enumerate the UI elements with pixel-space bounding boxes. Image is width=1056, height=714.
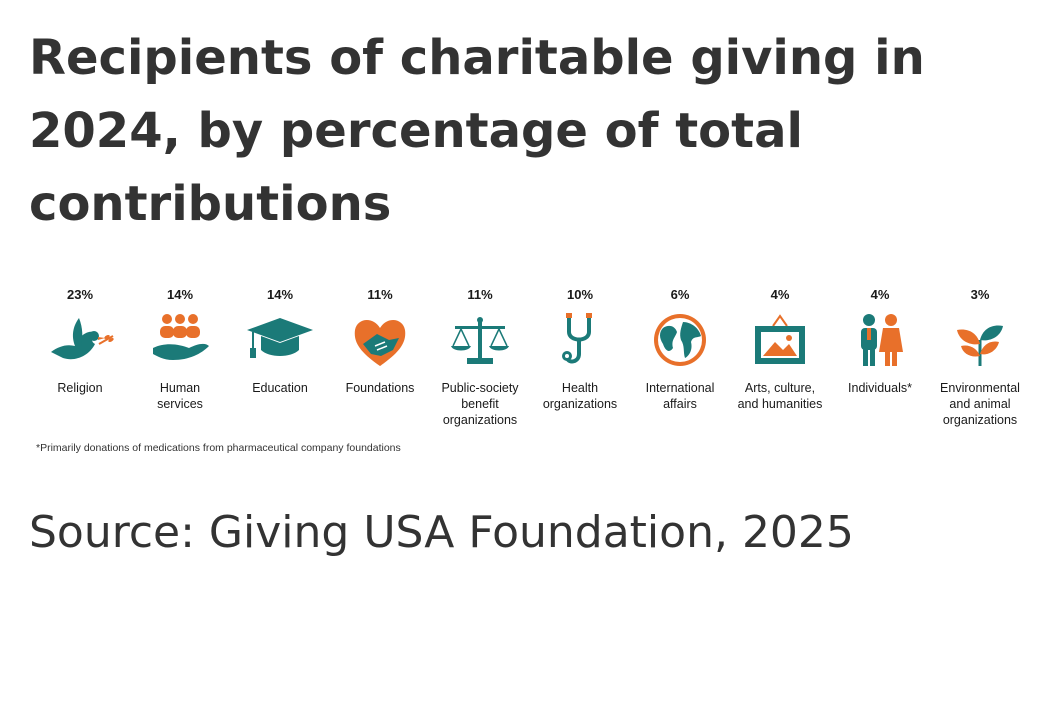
category-label-health: Health organizations [542, 381, 618, 411]
data-label-health: 10% [566, 287, 594, 302]
category-label-international: International affairs [645, 381, 715, 411]
data-label-public-society: 11% [467, 287, 493, 302]
picture-frame-icon [755, 314, 805, 364]
category-education: 14% Education [230, 286, 330, 396]
two-people-icon [861, 314, 903, 366]
data-label-arts: 4% [770, 287, 790, 302]
category-health: 10% Health organizations [530, 286, 630, 412]
heart-handshake-icon [354, 319, 406, 366]
category-international: 6% International affairs [630, 286, 730, 412]
category-religion: 23% Religion [30, 286, 130, 396]
category-label-human-services: Human services [157, 381, 203, 411]
data-label-foundations: 11% [367, 287, 393, 302]
dove-icon [51, 318, 114, 360]
category-label-public-society: Public-society benefit organizations [441, 381, 519, 427]
category-label-environmental: Environmental and animal organizations [940, 381, 1020, 427]
data-label-international: 6% [670, 287, 690, 302]
category-arts: 4% Arts, culture, and humanities [730, 286, 830, 412]
data-label-individuals: 4% [870, 287, 890, 302]
leaves-icon [957, 325, 1003, 366]
category-human-services: 14% Human services [130, 286, 230, 412]
data-label-education: 14% [266, 287, 294, 302]
data-label-human-services: 14% [166, 287, 194, 302]
footnote: *Primarily donations of medications from… [36, 442, 401, 454]
category-label-foundations: Foundations [345, 381, 415, 395]
people-hand-icon [153, 314, 209, 360]
category-label-individuals: Individuals* [848, 381, 912, 395]
category-environmental: 3% Environmental and animal organization… [930, 286, 1030, 428]
globe-icon [654, 314, 706, 366]
category-individuals: 4% Individuals* [830, 286, 930, 396]
source-citation: Source: Giving USA Foundation, 2025 [29, 507, 854, 558]
data-label-environmental: 3% [970, 287, 990, 302]
data-label-religion: 23% [66, 287, 94, 302]
category-foundations: 11% Foundations [330, 286, 430, 396]
graduation-cap-icon [247, 318, 313, 358]
category-label-arts: Arts, culture, and humanities [737, 381, 823, 411]
page-title: Recipients of charitable giving in 2024,… [29, 30, 925, 232]
giving-infographic: 23% Religion 14% Human services 14% [28, 286, 1028, 466]
category-public-society: 11% Public-society benefit organizations [430, 286, 530, 428]
stethoscope-icon [562, 313, 592, 364]
category-label-education: Education [252, 381, 308, 395]
category-label-religion: Religion [57, 381, 103, 395]
scales-icon [451, 317, 509, 364]
